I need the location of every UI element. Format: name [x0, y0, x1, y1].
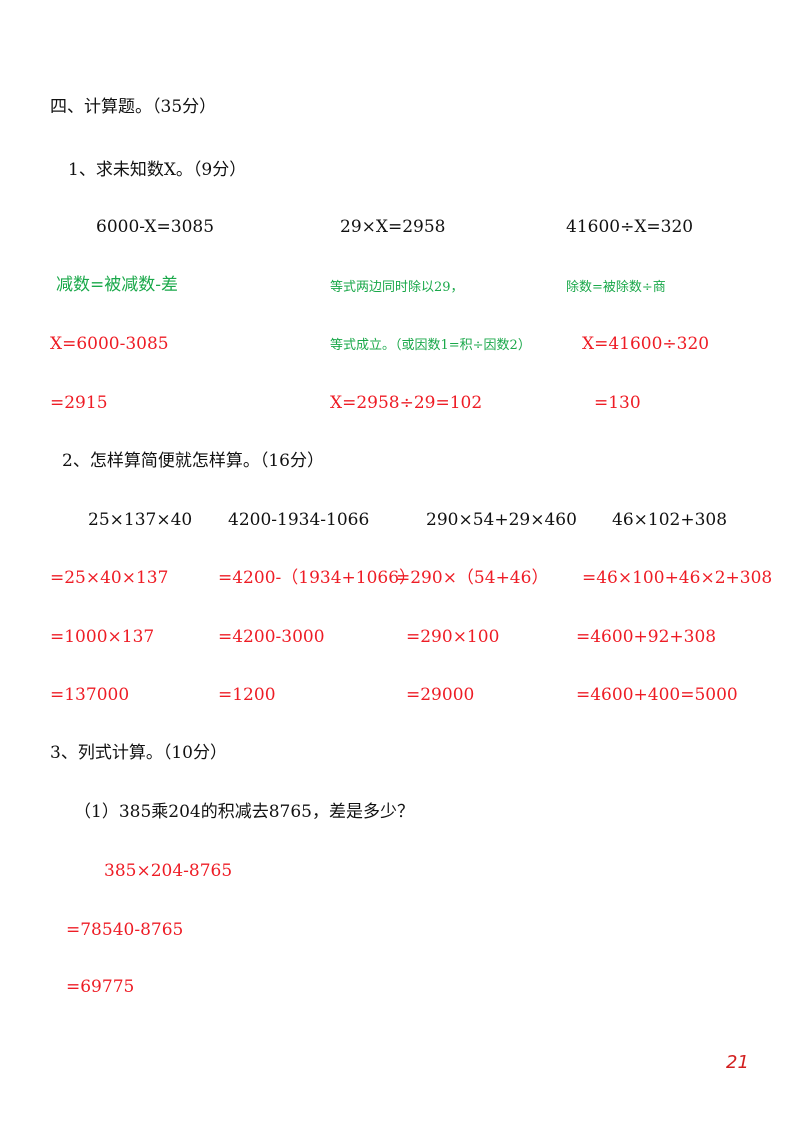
part1-solution-1-line-1: X=6000-3085: [50, 334, 169, 354]
part1-hint-2: 等式两边同时除以29，: [330, 280, 464, 295]
part1-solution-1-line-2: =2915: [50, 393, 108, 413]
part2-step-4-1: =46×100+46×2+308: [582, 568, 773, 588]
section-title: 四、计算题。（35分）: [50, 97, 217, 117]
part2-step-1-1: =25×40×137: [50, 568, 169, 588]
part1-heading: 1、求未知数X。（9分）: [68, 160, 247, 180]
part2-step-2-1: =4200-（1934+1066）: [218, 568, 417, 588]
part1-hint-1: 减数=被减数-差: [56, 275, 178, 295]
part1-problem-3: 41600÷X=320: [566, 217, 694, 237]
page-number: 21: [726, 1052, 749, 1073]
part2-step-4-3: =4600+400=5000: [576, 685, 738, 705]
part1-solution-3-line-2: =130: [594, 393, 641, 413]
part2-step-2-3: =1200: [218, 685, 276, 705]
part2-step-1-2: =1000×137: [50, 627, 155, 647]
part1-solution-3-line-1: X=41600÷320: [582, 334, 710, 354]
part2-problem-3: 290×54+29×460: [426, 510, 577, 530]
part3-step-3: =69775: [66, 977, 135, 997]
part1-solution-2-line-1: X=2958÷29=102: [330, 393, 483, 413]
part2-problem-4: 46×102+308: [612, 510, 728, 530]
part2-problem-1: 25×137×40: [88, 510, 193, 530]
part2-problem-2: 4200-1934-1066: [228, 510, 370, 530]
part2-step-3-2: =290×100: [406, 627, 500, 647]
part1-hint-2-line-2: 等式成立。（或因数1=积÷因数2）: [330, 338, 531, 353]
part3-step-2: =78540-8765: [66, 920, 184, 940]
part1-hint-3: 除数=被除数÷商: [566, 280, 666, 295]
part1-problem-1: 6000-X=3085: [96, 217, 215, 237]
part1-problem-2: 29×X=2958: [340, 217, 446, 237]
part3-step-1: 385×204-8765: [104, 861, 233, 881]
part2-step-4-2: =4600+92+308: [576, 627, 717, 647]
part2-heading: 2、怎样算简便就怎样算。（16分）: [62, 451, 324, 471]
part3-question: （1）385乘204的积减去8765，差是多少？: [74, 802, 414, 822]
part2-step-3-1: =290×（54+46）: [396, 568, 549, 588]
part2-step-2-2: =4200-3000: [218, 627, 325, 647]
part3-heading: 3、列式计算。（10分）: [50, 743, 227, 763]
part2-step-1-3: =137000: [50, 685, 130, 705]
part2-step-3-3: =29000: [406, 685, 475, 705]
